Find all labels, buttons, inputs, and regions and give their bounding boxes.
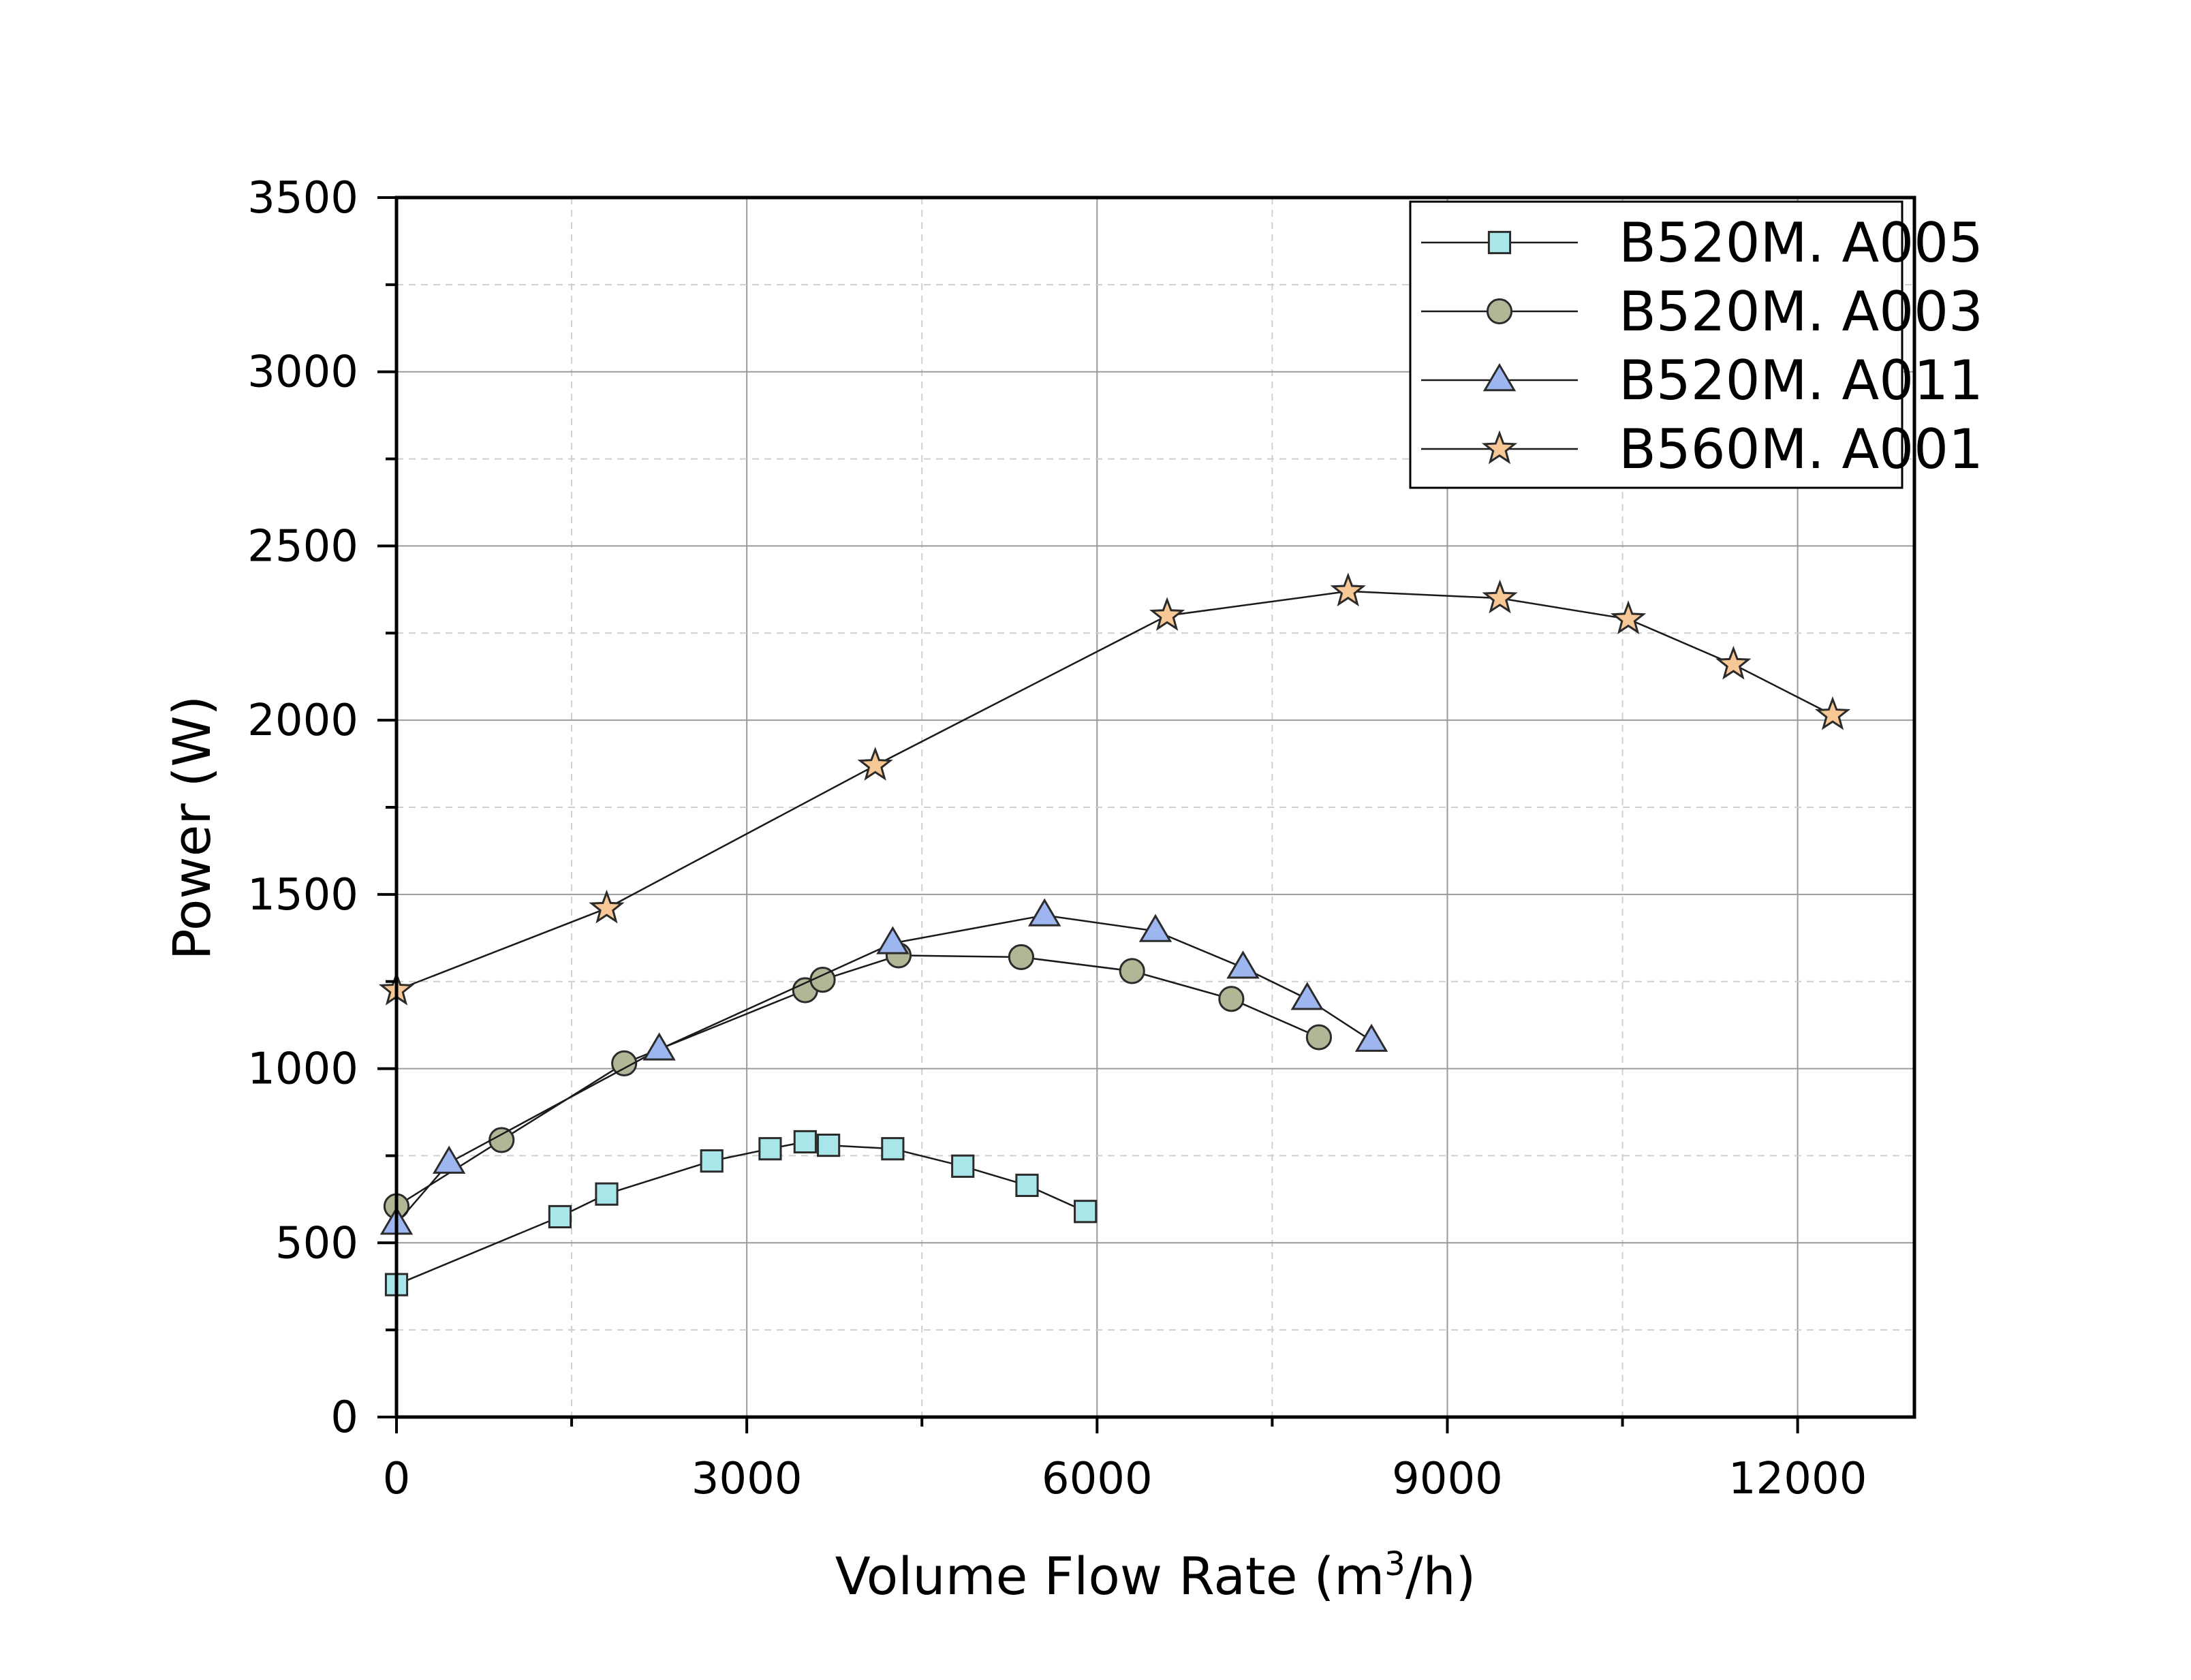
legend-marker [1487, 230, 1512, 255]
data-point [1354, 1023, 1388, 1052]
y-tick-label: 1500 [247, 870, 358, 920]
x-axis-title-superscript: 3 [1384, 1545, 1405, 1583]
legend-label: B520M. A005 [1619, 211, 1983, 275]
data-point [1305, 1024, 1333, 1051]
legend-item: B520M. A003 [1421, 280, 1983, 343]
data-point [488, 1127, 515, 1153]
series-3 [379, 898, 1388, 1235]
y-axis-title: Power (W) [161, 696, 222, 960]
legend-label: B520M. A003 [1619, 280, 1983, 343]
data-point [1027, 898, 1061, 927]
series-2 [383, 942, 1333, 1219]
data-point [1290, 982, 1324, 1010]
data-point [1482, 579, 1518, 614]
series-layer [378, 572, 1851, 1296]
data-point [1015, 1173, 1039, 1198]
x-axis-title: Volume Flow Rate (m3/h) [835, 1545, 1476, 1606]
data-point [1715, 645, 1752, 680]
y-tick-label: 3000 [247, 347, 358, 398]
data-point [1610, 600, 1647, 635]
data-point [1119, 958, 1145, 984]
legend-item: B520M. A005 [1421, 211, 1983, 275]
data-point [432, 1145, 466, 1174]
series-line [396, 954, 1320, 1207]
data-point [548, 1204, 572, 1229]
data-point [595, 1182, 619, 1206]
legend-item: B520M. A011 [1421, 349, 1983, 412]
x-axis-title-main: Volume Flow Rate (m [835, 1546, 1385, 1606]
data-point [1226, 950, 1260, 979]
series-1 [384, 1130, 1098, 1296]
data-point [1149, 597, 1185, 631]
data-point [1008, 944, 1035, 971]
data-point [1138, 914, 1172, 942]
data-point [1814, 696, 1851, 730]
legend-label: B520M. A011 [1619, 349, 1983, 412]
series-line [396, 590, 1833, 991]
y-tick-label: 1000 [247, 1044, 358, 1095]
data-point [642, 1032, 676, 1061]
x-tick-label: 3000 [692, 1454, 803, 1504]
data-point [881, 1137, 905, 1161]
y-tick-label: 0 [330, 1393, 358, 1443]
data-point [611, 1050, 638, 1077]
legend-marker [1486, 298, 1513, 325]
data-point [793, 1130, 817, 1154]
data-point [700, 1149, 724, 1173]
data-point [876, 926, 910, 954]
x-tick-label: 6000 [1042, 1454, 1153, 1504]
x-tick-label: 9000 [1392, 1454, 1503, 1504]
y-tick-label: 500 [275, 1218, 358, 1269]
series-4 [378, 572, 1851, 1006]
data-point [817, 1133, 841, 1157]
data-point [589, 889, 625, 924]
legend-marker [1481, 430, 1518, 465]
data-point [1074, 1200, 1098, 1224]
x-tick-label: 12000 [1728, 1454, 1867, 1504]
data-point [857, 747, 893, 781]
y-tick-label: 3500 [247, 173, 358, 223]
y-tick-label: 2500 [247, 521, 358, 572]
data-point [951, 1154, 975, 1178]
series-line [396, 914, 1372, 1225]
data-point [1330, 572, 1366, 607]
x-tick-label: 0 [383, 1454, 411, 1504]
axes: 0 3000 6000 9000 12000 0 500 1000 1500 2000 2500 30… [247, 173, 1867, 1504]
data-point [758, 1137, 782, 1161]
legend-marker [1482, 362, 1517, 392]
x-axis-title-suffix: /h) [1405, 1546, 1476, 1606]
data-point [1218, 986, 1245, 1012]
y-tick-label: 2000 [247, 696, 358, 746]
series-line [396, 1140, 1086, 1286]
legend-label: B560M. A001 [1619, 418, 1983, 481]
legend-item: B560M. A001 [1421, 418, 1983, 481]
